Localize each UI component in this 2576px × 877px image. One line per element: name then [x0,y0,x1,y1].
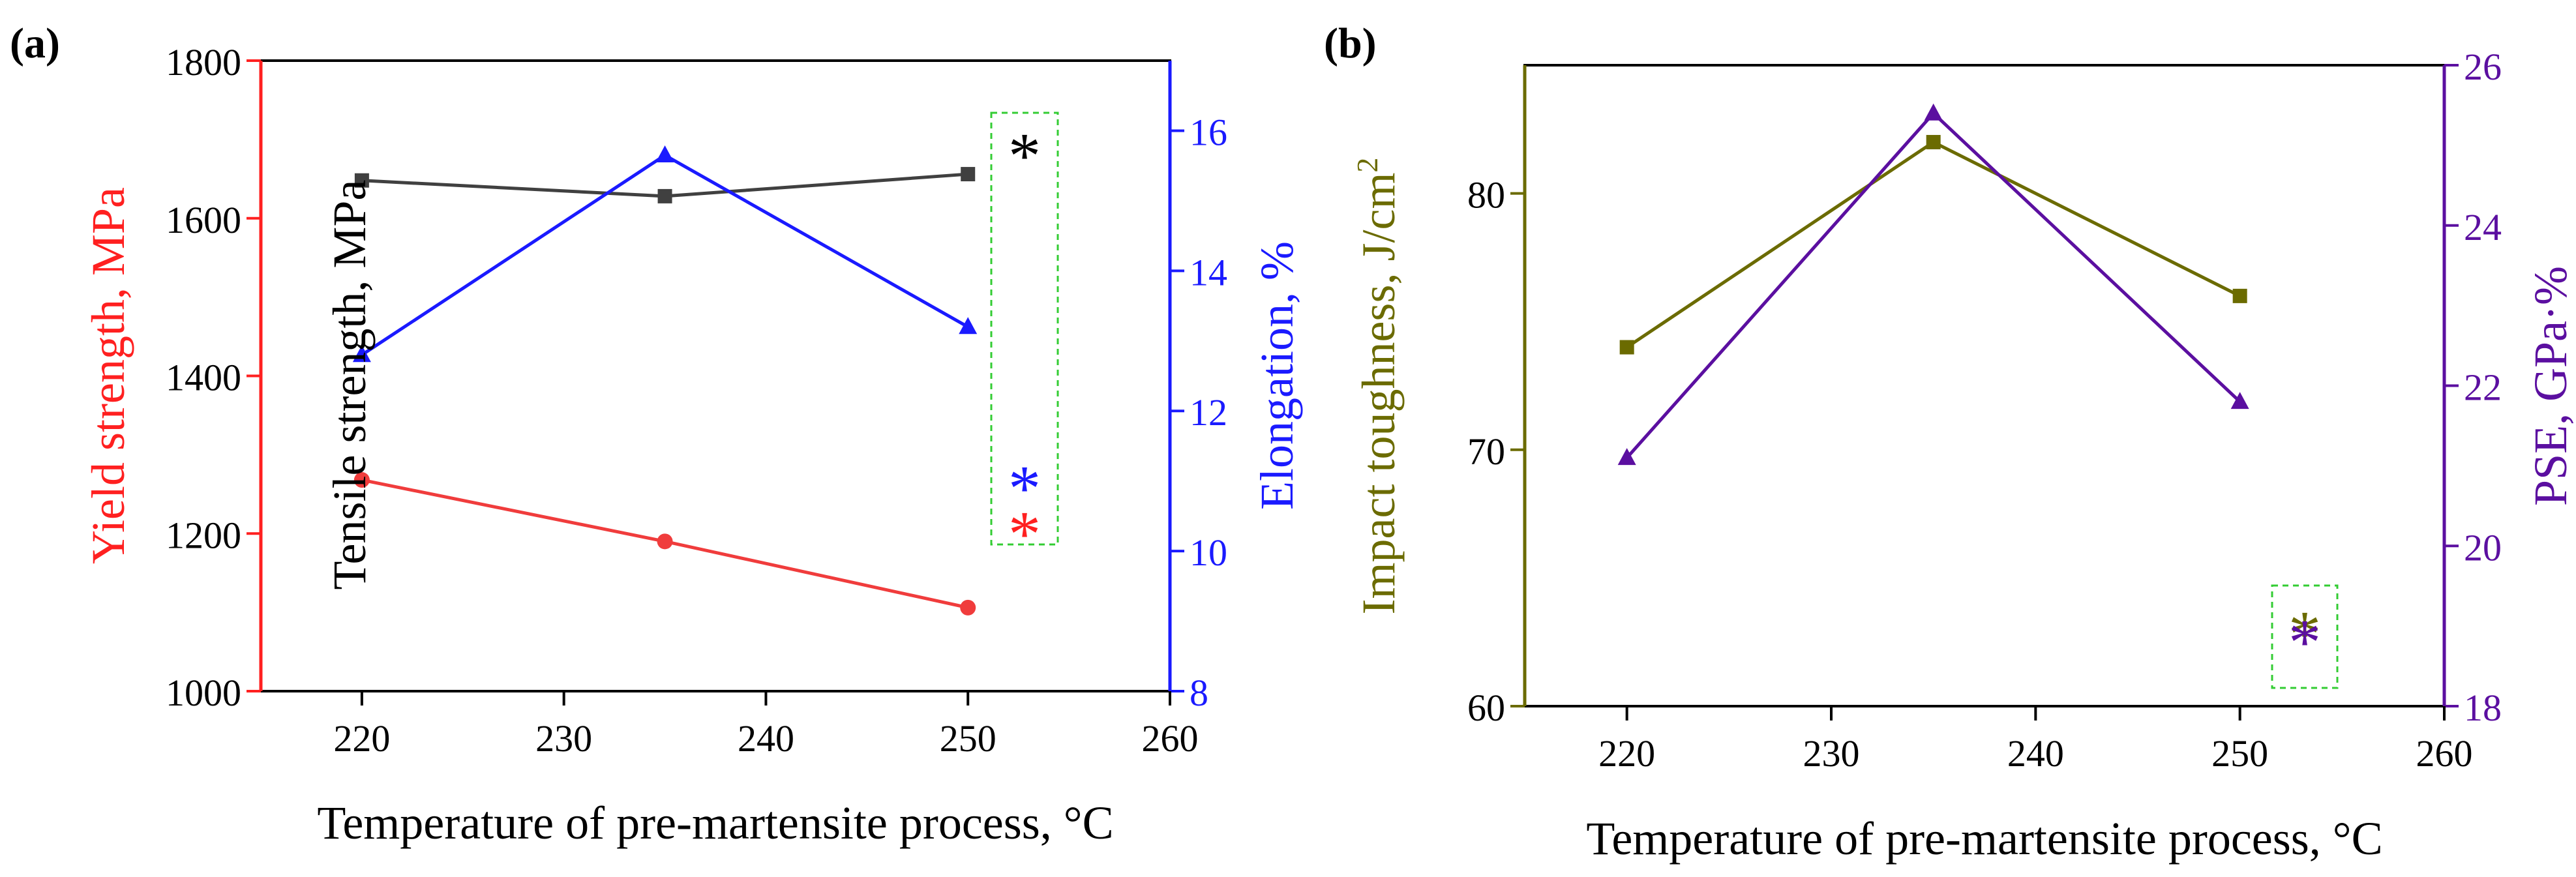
left-tick-label: 1200 [166,514,241,556]
right-tick-label: 26 [2464,46,2502,88]
left-tick-label: 1400 [166,357,241,399]
x-tick-label: 240 [738,717,794,760]
impact-toughness-point [1619,340,1634,355]
x-tick-label: 260 [2416,732,2473,775]
panel-b-label: (b) [1324,20,1377,67]
impact-toughness-point [1926,134,1941,149]
x-tick-label: 250 [2211,732,2268,775]
left-tick-label: 1600 [166,199,241,241]
right-tick-label: 22 [2464,366,2502,409]
panel-a-tensile-star: * [1008,119,1041,192]
impact-toughness-point [2232,288,2247,303]
x-tick-label: 250 [940,717,996,760]
panel-a-x-axis-label: Temperature of pre-martensite process, °… [317,797,1113,849]
panel-b-impact-axis-label: Impact toughness, J/cm2 [1351,158,1405,615]
yield-strength-point [353,472,370,488]
panel-b-series [1617,103,2249,466]
x-tick-label: 240 [2007,732,2064,775]
x-tick-label: 230 [535,717,592,760]
panel-a-elongation-star: * [1008,452,1041,524]
panel-b-annotation-box [2271,584,2339,689]
panel-b-pse-star: * [2288,606,2321,678]
yield-strength-point [960,599,976,616]
panel-b-impact-star: * [2288,597,2321,670]
right-tick-label: 20 [2464,526,2502,569]
left-tick-label: 80 [1467,174,1505,216]
panel-b: (b) 60 70 80 18 20 22 24 26 220 230 240 250 260 Im… [1324,20,2576,865]
right-tick-label: 24 [2464,206,2502,248]
left-tick-label: 1800 [166,41,241,83]
yield-strength-point [657,533,673,550]
right-tick-label: 18 [2464,687,2502,729]
panel-b-x-ticks: 220 230 240 250 260 [1598,706,2473,775]
right-tick-label: 8 [1190,672,1208,714]
x-tick-label: 230 [1803,732,1860,775]
tensile-strength-point [657,188,672,203]
panel-b-pse-axis-label: PSE, GPa·% [2524,266,2576,506]
panel-b-impact-axis-label-sup: 2 [1351,158,1384,173]
panel-a-label: (a) [10,20,60,67]
panel-b-left-ticks: 60 70 80 [1467,174,1525,729]
panel-b-x-axis-label: Temperature of pre-martensite process, °… [1586,812,2382,865]
x-tick-label: 220 [333,717,390,760]
x-tick-label: 220 [1598,732,1655,775]
left-tick-label: 60 [1467,687,1505,729]
panel-a-yield-axis-label: Yield strength, MPa [82,187,134,564]
pse-point [1617,448,1636,466]
tensile-strength-point [354,173,369,188]
panel-a-annotation-box [990,111,1059,546]
panel-b-right-ticks: 18 20 22 24 26 [2444,46,2502,729]
panel-a-series [352,145,978,616]
x-tick-label: 260 [1142,717,1199,760]
panel-a-tensile-axis-label: Tensile strength, MPa [323,180,376,590]
pse-point [2230,392,2249,409]
elongation-point [352,345,371,363]
panel-a-yield-star: * [1008,498,1041,570]
pse-point [1924,103,1943,121]
panel-a-x-ticks: 220 230 240 250 260 [333,691,1199,760]
right-tick-label: 16 [1190,111,1227,153]
elongation-point [655,145,674,163]
left-tick-label: 70 [1467,430,1505,473]
panel-a-right-ticks: 8 10 12 14 16 [1170,111,1227,714]
right-tick-label: 12 [1190,391,1227,434]
right-tick-label: 14 [1190,251,1227,293]
panel-a: (a) 1000 1200 1400 1600 1800 8 10 12 14 16 220 23… [10,20,1303,849]
tensile-strength-point [961,167,976,182]
elongation-point [959,317,978,334]
left-tick-label: 1000 [166,672,241,714]
panel-b-impact-axis-label-text: Impact toughness, J/cm [1353,173,1405,615]
panel-a-elongation-axis-label: Elongation, % [1251,241,1303,510]
panel-a-left-ticks: 1000 1200 1400 1600 1800 [166,41,261,714]
right-tick-label: 10 [1190,531,1227,574]
